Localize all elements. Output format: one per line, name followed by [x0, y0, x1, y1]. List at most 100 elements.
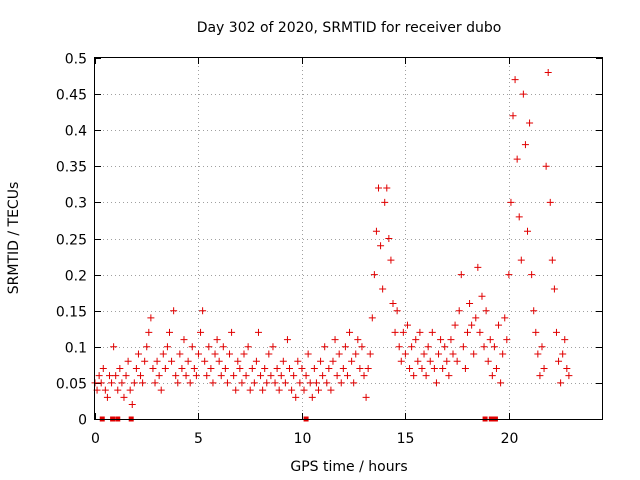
data-point: [242, 372, 250, 380]
data-point: [159, 350, 167, 358]
data-point: [99, 364, 107, 372]
data-point: [418, 364, 426, 372]
data-point: [232, 386, 240, 394]
data-point: [544, 68, 552, 76]
data-point: [468, 321, 476, 329]
data-point: [377, 242, 385, 250]
data-point: [482, 307, 490, 315]
data-point: [259, 386, 267, 394]
data-point: [250, 379, 258, 387]
data-point: [219, 343, 227, 351]
y-tick-label: 0.45: [56, 88, 87, 104]
data-point: [364, 364, 372, 372]
data-point: [466, 299, 474, 307]
data-point: [137, 372, 145, 380]
data-point: [486, 336, 494, 344]
data-point: [426, 357, 434, 365]
data-point: [192, 372, 200, 380]
data-point: [412, 336, 420, 344]
y-axis-label: SRMTID / TECUs: [6, 182, 22, 295]
data-point: [488, 372, 496, 380]
data-point: [306, 379, 314, 387]
data-point: [281, 379, 289, 387]
data-point: [443, 357, 451, 365]
y-tick-label: 0.15: [56, 305, 87, 321]
data-point: [254, 328, 262, 336]
data-point: [157, 386, 165, 394]
data-point: [246, 386, 254, 394]
data-point: [513, 155, 521, 163]
data-point: [329, 357, 337, 365]
data-point: [379, 285, 387, 293]
y-tick-label: 0.5: [65, 52, 87, 68]
data-point: [406, 364, 414, 372]
data-point: [213, 336, 221, 344]
data-point: [314, 386, 322, 394]
data-point: [267, 372, 275, 380]
data-point: [370, 271, 378, 279]
y-tick-label: 0.2: [65, 269, 87, 285]
data-point: [389, 299, 397, 307]
data-point: [180, 336, 188, 344]
data-point: [501, 314, 509, 322]
data-point: [447, 336, 455, 344]
data-point: [333, 372, 341, 380]
data-point: [308, 393, 316, 401]
data-point: [526, 119, 534, 127]
data-point: [366, 350, 374, 358]
data-point: [234, 357, 242, 365]
data-point: [356, 364, 364, 372]
data-point: [155, 372, 163, 380]
data-point: [321, 343, 329, 351]
data-point: [350, 379, 358, 387]
data-point: [408, 343, 416, 351]
data-point: [521, 141, 529, 149]
data-point: [391, 328, 399, 336]
data-point: [265, 350, 273, 358]
data-point: [362, 393, 370, 401]
data-point: [352, 350, 360, 358]
data-point: [108, 379, 116, 387]
data-point: [209, 379, 217, 387]
data-point: [461, 364, 469, 372]
data-point: [563, 364, 571, 372]
data-point: [455, 307, 463, 315]
data-point: [310, 364, 318, 372]
data-point: [203, 372, 211, 380]
data-point: [221, 364, 229, 372]
data-points: [91, 68, 573, 422]
data-point: [143, 343, 151, 351]
data-point: [188, 343, 196, 351]
data-point: [201, 357, 209, 365]
data-point: [528, 271, 536, 279]
x-tick-label: 10: [294, 431, 312, 447]
data-point: [507, 198, 515, 206]
data-point: [128, 401, 136, 409]
data-point: [354, 336, 362, 344]
y-tick-label: 0.4: [65, 124, 87, 140]
data-point: [319, 372, 327, 380]
data-point: [323, 379, 331, 387]
data-point: [174, 379, 182, 387]
data-point: [503, 336, 511, 344]
data-point: [283, 336, 291, 344]
data-point: [207, 364, 215, 372]
data-point: [368, 314, 376, 322]
data-point: [176, 350, 184, 358]
data-point: [474, 263, 482, 271]
y-tick-label: 0: [78, 413, 87, 429]
data-point: [134, 350, 142, 358]
data-point: [190, 364, 198, 372]
data-point: [112, 372, 120, 380]
data-point: [497, 379, 505, 387]
data-point: [114, 386, 122, 394]
data-point: [420, 350, 428, 358]
data-point: [132, 364, 140, 372]
data-point: [495, 321, 503, 329]
data-point: [178, 364, 186, 372]
data-point: [279, 357, 287, 365]
data-point: [478, 292, 486, 300]
data-point: [439, 364, 447, 372]
data-point: [348, 357, 356, 365]
